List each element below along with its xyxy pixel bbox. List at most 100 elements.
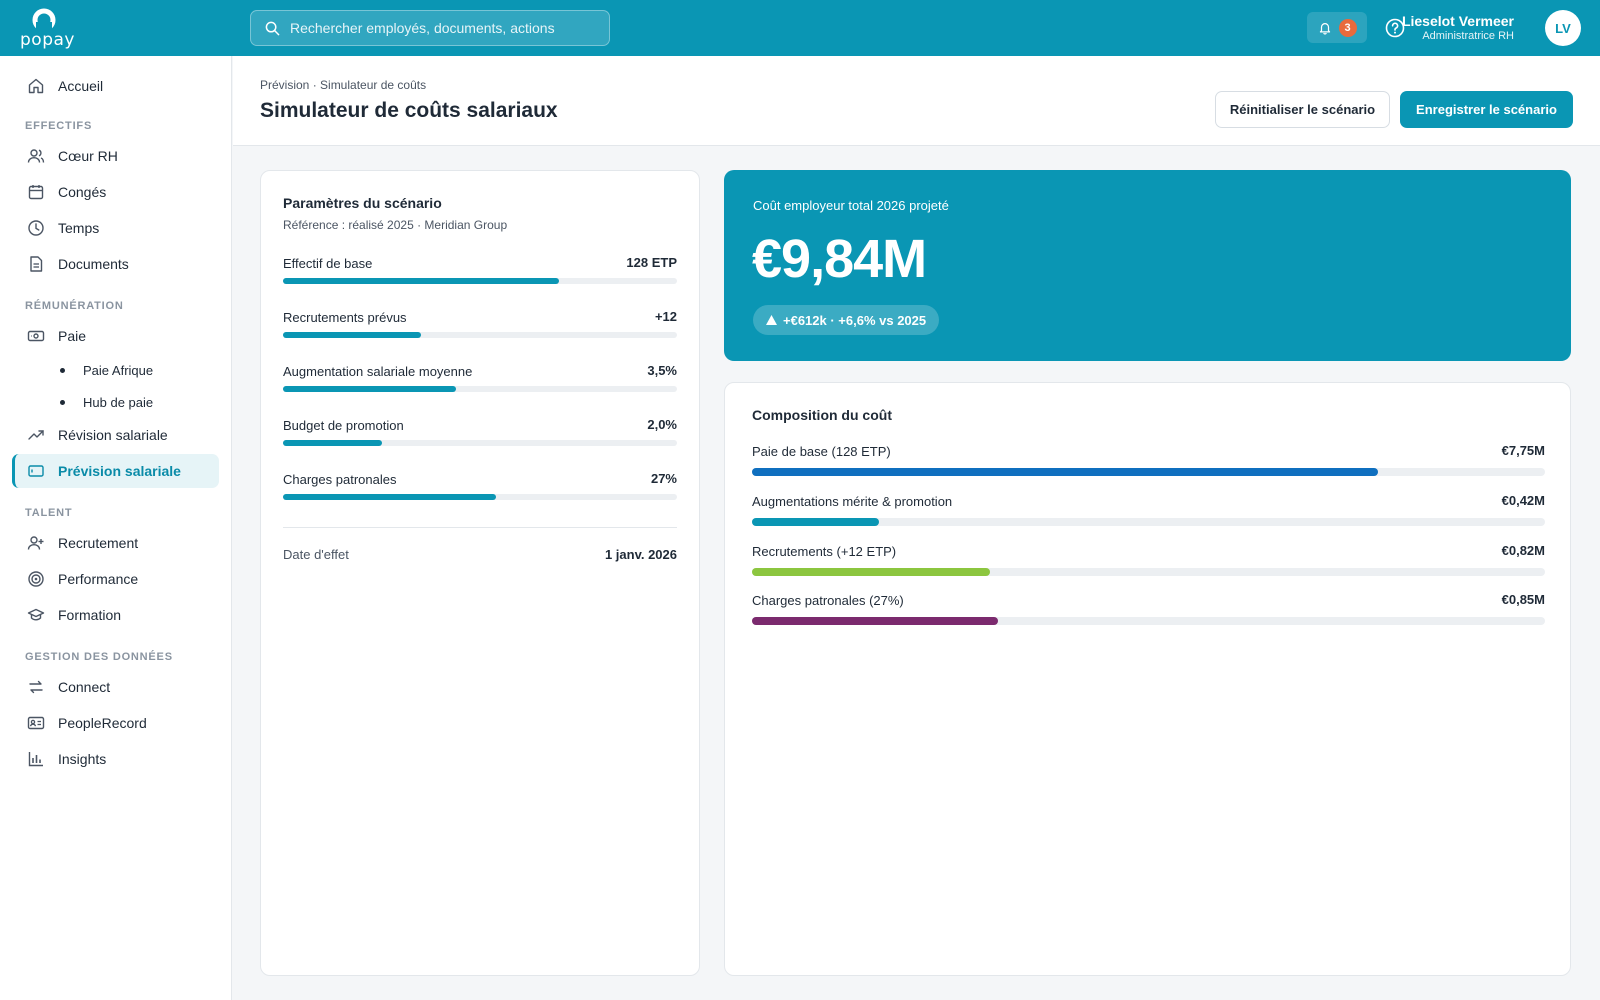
users-icon	[26, 146, 46, 166]
bullet-icon	[60, 368, 65, 373]
sidebar-item-performance[interactable]: Performance	[12, 562, 219, 596]
param-slider[interactable]	[283, 386, 677, 392]
home-icon	[26, 76, 46, 96]
sidebar-subitem-paie-afrique[interactable]: Paie Afrique	[60, 363, 153, 378]
target-icon	[26, 569, 46, 589]
help-button[interactable]	[1384, 17, 1406, 39]
divider	[283, 527, 677, 528]
sidebar-item-formation[interactable]: Formation	[12, 598, 219, 632]
search-bar[interactable]	[250, 10, 610, 46]
param-slider-fill	[283, 332, 421, 338]
logo-text: popay	[20, 30, 75, 50]
cost-composition-card: Composition du coût Paie de base (128 ET…	[724, 382, 1571, 976]
effective-date-row[interactable]: Date d'effet 1 janv. 2026	[283, 547, 677, 562]
sidebar-item-conges[interactable]: Congés	[12, 175, 219, 209]
sidebar-item-prevision-salariale[interactable]: Prévision salariale	[12, 454, 219, 488]
param-value: 2,0%	[647, 417, 677, 432]
bell-icon	[1319, 22, 1330, 35]
sidebar-item-label: Recrutement	[58, 535, 139, 551]
user-name: Lieselot Vermeer	[1401, 13, 1514, 29]
section-effectifs: EFFECTIFS	[25, 120, 93, 132]
sidebar-item-label: Paie	[58, 328, 87, 344]
param-slider[interactable]	[283, 332, 677, 338]
user-info[interactable]: Lieselot Vermeer Administratrice RH	[1402, 13, 1514, 42]
total-cost-card: Coût employeur total 2026 projeté €9,84M…	[724, 170, 1571, 361]
card-title: Composition du coût	[752, 407, 892, 423]
composition-row-employer-charges: Charges patronales (27%) €0,85M	[752, 592, 1545, 625]
sidebar-subitem-label: Hub de paie	[83, 395, 154, 410]
sidebar-item-revision-salariale[interactable]: Révision salariale	[12, 418, 219, 452]
composition-row-hires: Recrutements (+12 ETP) €0,82M	[752, 543, 1545, 576]
composition-bar-track	[752, 617, 1545, 625]
sidebar-item-label: Formation	[58, 607, 122, 623]
triangle-up-icon	[766, 315, 777, 325]
sidebar-item-accueil[interactable]: Accueil	[12, 69, 219, 103]
effective-date-label: Date d'effet	[283, 547, 349, 562]
sidebar-item-paie[interactable]: Paie	[12, 319, 219, 353]
calendar-icon	[26, 182, 46, 202]
section-gestion-donnees: GESTION DES DONNÉES	[25, 651, 173, 663]
brand-logo[interactable]: popay	[18, 8, 75, 50]
section-talent: TALENT	[25, 507, 73, 519]
user-plus-icon	[26, 533, 46, 553]
delta-text: +€612k · +6,6% vs 2025	[783, 312, 927, 328]
param-slider-fill	[283, 278, 559, 284]
sidebar-item-label: Insights	[58, 751, 107, 767]
param-recrutements: Recrutements prévus +12	[283, 309, 677, 338]
sidebar-item-label: Performance	[58, 571, 139, 587]
param-label: Budget de promotion	[283, 418, 404, 433]
sidebar-subitem-hub-paie[interactable]: Hub de paie	[60, 395, 153, 410]
sidebar-item-insights[interactable]: Insights	[12, 742, 219, 776]
search-input[interactable]	[290, 20, 590, 36]
help-icon	[1385, 18, 1405, 38]
composition-value: €0,85M	[1501, 592, 1545, 607]
composition-bar	[752, 468, 1379, 476]
sidebar-item-label: PeopleRecord	[58, 715, 147, 731]
total-cost-value: €9,84M	[752, 229, 927, 289]
trending-up-icon	[26, 425, 46, 445]
breadcrumb: Prévision · Simulateur de coûts	[260, 78, 427, 92]
param-slider[interactable]	[283, 494, 677, 500]
composition-row-base-pay: Paie de base (128 ETP) €7,75M	[752, 443, 1545, 476]
sidebar-item-label: Révision salariale	[58, 427, 168, 443]
sidebar-item-label: Prévision salariale	[58, 463, 181, 479]
scenario-parameters-card: Paramètres du scénario Référence : réali…	[260, 170, 700, 976]
bullet-icon	[60, 400, 65, 405]
sidebar-item-coeur-rh[interactable]: Cœur RH	[12, 139, 219, 173]
sidebar-item-documents[interactable]: Documents	[12, 247, 219, 281]
save-scenario-button[interactable]: Enregistrer le scénario	[1400, 91, 1573, 128]
page-header: Prévision · Simulateur de coûts Simulate…	[233, 56, 1600, 146]
param-charges-patronales: Charges patronales 27%	[283, 471, 677, 500]
search-icon	[265, 21, 280, 35]
sidebar-item-temps[interactable]: Temps	[12, 211, 219, 245]
clock-icon	[26, 218, 46, 238]
sidebar-item-label: Congés	[58, 184, 107, 200]
page-title: Simulateur de coûts salariaux	[260, 99, 558, 122]
notifications-button[interactable]: 3	[1307, 12, 1367, 43]
sidebar-item-peoplerecord[interactable]: PeopleRecord	[12, 706, 219, 740]
reset-scenario-button[interactable]: Réinitialiser le scénario	[1215, 91, 1390, 128]
param-label: Charges patronales	[283, 472, 397, 487]
composition-value: €0,82M	[1501, 543, 1545, 558]
param-augmentation-salariale: Augmentation salariale moyenne 3,5%	[283, 363, 677, 392]
composition-bar-track	[752, 518, 1545, 526]
avatar[interactable]: LV	[1545, 10, 1581, 46]
param-slider-fill	[283, 440, 382, 446]
id-card-icon	[26, 713, 46, 733]
param-value: 128 ETP	[626, 255, 677, 270]
composition-label: Augmentations mérite & promotion	[752, 494, 953, 509]
wallet-icon	[26, 461, 46, 481]
delta-badge: +€612k · +6,6% vs 2025	[753, 305, 940, 335]
param-slider[interactable]	[283, 278, 677, 284]
sidebar-item-label: Temps	[58, 220, 100, 236]
param-value: +12	[654, 309, 677, 324]
composition-label: Recrutements (+12 ETP)	[752, 544, 897, 559]
param-slider-fill	[283, 494, 496, 500]
sidebar-item-recrutement[interactable]: Recrutement	[12, 526, 219, 560]
sidebar-item-connect[interactable]: Connect	[12, 670, 219, 704]
top-bar: popay 3 Lieselot Vermeer Administratrice…	[0, 0, 1600, 56]
param-slider[interactable]	[283, 440, 677, 446]
composition-bar	[752, 518, 879, 526]
sidebar-item-label: Cœur RH	[58, 148, 118, 164]
card-subtitle: Référence : réalisé 2025 · Meridian Grou…	[283, 218, 508, 232]
